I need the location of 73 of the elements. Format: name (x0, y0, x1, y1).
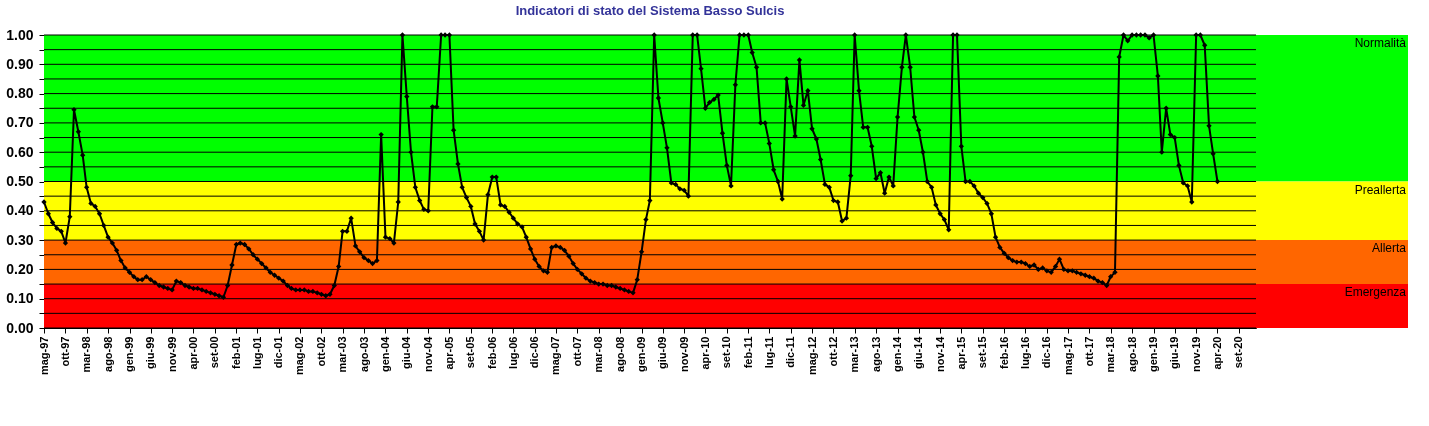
x-tick-label: ago-13 (869, 336, 882, 372)
x-tick-label: lug-06 (506, 336, 519, 369)
x-tick-label: feb-11 (741, 336, 754, 369)
x-tick-label: nov-14 (933, 335, 946, 372)
x-tick-label: dic-16 (1040, 336, 1053, 369)
y-tick-label: 0.10 (6, 290, 34, 307)
x-tick-label: apr-10 (698, 336, 711, 370)
x-tick-label: apr-00 (186, 336, 199, 370)
y-tick-label: 0.30 (6, 231, 34, 248)
x-tick-label: dic-01 (272, 336, 285, 369)
x-tick-label: mag-17 (1061, 336, 1074, 376)
x-tick-label: giu-14 (912, 335, 925, 369)
y-tick-label: 1.00 (6, 26, 34, 43)
x-tick-label: mag-07 (549, 336, 562, 376)
x-tick-label: set-00 (208, 336, 221, 369)
x-tick-label: ago-98 (101, 336, 114, 372)
y-tick-label: 0.80 (6, 85, 34, 102)
band-label: Allerta (1371, 241, 1407, 256)
chart-title: Indicatori di stato del Sistema Basso Sulcis (515, 3, 785, 18)
x-tick-label: apr-20 (1210, 336, 1223, 370)
x-tick-label: ago-18 (1125, 336, 1138, 372)
x-tick-label: mar-08 (592, 336, 605, 373)
x-tick-label: gen-04 (378, 335, 391, 372)
x-tick-label: lug-11 (762, 336, 775, 369)
x-tick-label: nov-19 (1189, 336, 1202, 372)
y-tick-label: 0.40 (6, 202, 34, 219)
x-tick-label: gen-99 (123, 336, 136, 372)
x-tick-label: apr-15 (954, 336, 967, 370)
x-tick-label: nov-04 (421, 335, 434, 372)
x-tick-label: ott-17 (1082, 336, 1095, 367)
x-tick-label: lug-16 (1018, 336, 1031, 369)
x-tick-label: nov-99 (165, 336, 178, 372)
x-tick-label: set-20 (1232, 336, 1245, 369)
x-tick-label: mar-18 (1104, 336, 1117, 373)
x-tick-label: giu-09 (656, 336, 669, 369)
x-tick-label: ott-07 (570, 336, 583, 367)
x-tick-label: lug-01 (250, 336, 263, 369)
y-tick-label: 0.90 (6, 55, 34, 72)
x-tick-label: ott-02 (314, 336, 327, 367)
x-tick-label: giu-19 (1168, 336, 1181, 369)
x-tick-label: mar-98 (80, 336, 93, 373)
x-tick-label: mag-02 (293, 336, 306, 376)
x-tick-label: set-05 (464, 336, 477, 369)
x-tick-label: apr-05 (442, 336, 455, 370)
y-tick-label: 0.50 (6, 173, 34, 189)
x-tick-label: ago-03 (357, 336, 370, 372)
x-tick-label: dic-11 (784, 336, 797, 368)
y-tick-label: 0.70 (6, 114, 34, 131)
x-tick-label: feb-06 (485, 336, 498, 369)
x-tick-label: giu-04 (400, 335, 413, 369)
band-label: Normalità (1354, 36, 1407, 50)
x-tick-label: gen-09 (635, 336, 648, 372)
x-tick-label: mar-03 (336, 336, 349, 373)
y-tick-label: 0.60 (6, 143, 34, 160)
y-tick-label: 0.20 (6, 260, 34, 277)
x-tick-label: mag-97 (37, 336, 50, 376)
x-tick-label: set-15 (976, 336, 989, 369)
x-tick-label: nov-09 (677, 336, 690, 372)
x-tick-label: set-10 (720, 336, 733, 369)
x-tick-label: gen-14 (891, 335, 904, 372)
x-tick-label: mar-13 (848, 336, 861, 373)
x-tick-label: gen-19 (1147, 336, 1160, 372)
x-tick-label: ago-08 (613, 336, 626, 372)
x-tick-label: ott-97 (58, 336, 71, 367)
x-tick-label: feb-16 (997, 336, 1010, 369)
y-tick-label: 0.00 (6, 319, 34, 336)
x-tick-label: giu-99 (144, 336, 157, 369)
x-tick-label: feb-01 (229, 336, 242, 369)
band-label: Preallerta (1354, 182, 1407, 197)
band-label: Emergenza (1344, 285, 1407, 300)
x-tick-label: dic-06 (528, 336, 541, 369)
x-tick-label: ott-12 (827, 336, 839, 367)
x-tick-label: mag-12 (805, 336, 818, 376)
